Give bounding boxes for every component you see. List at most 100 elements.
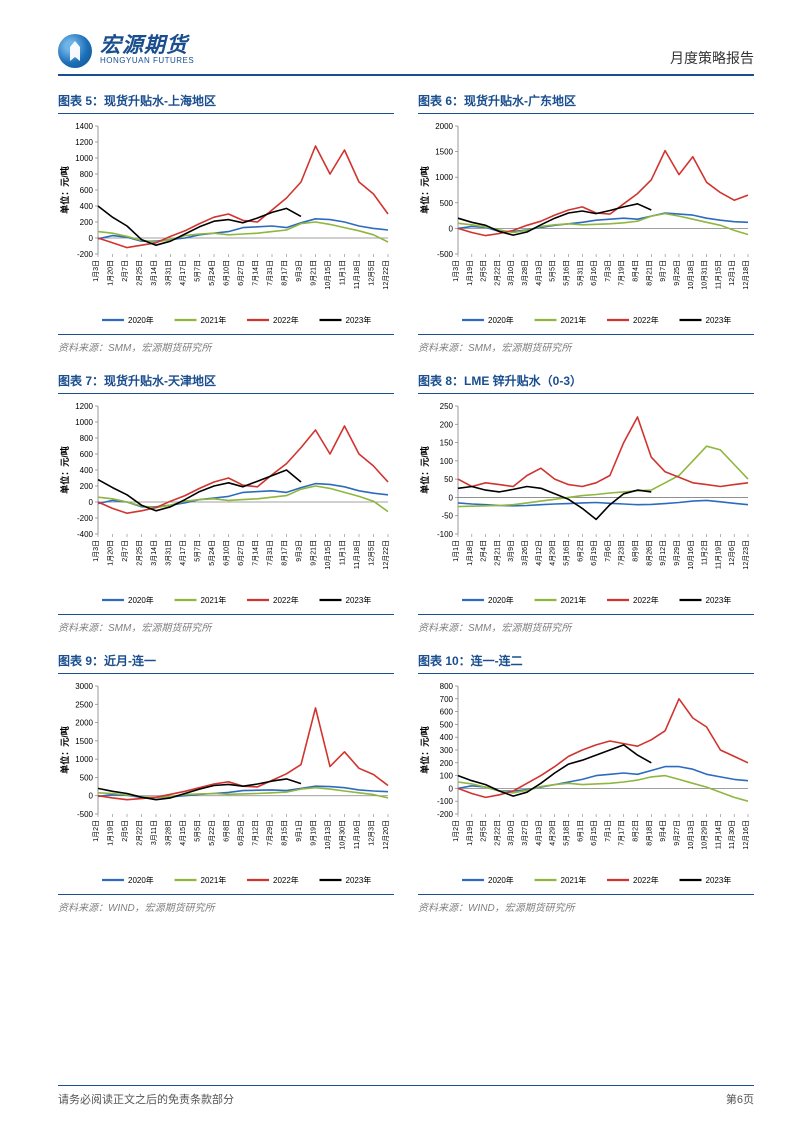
- svg-text:1400: 1400: [75, 122, 93, 131]
- svg-text:5月7日: 5月7日: [194, 260, 202, 282]
- svg-text:2月4日: 2月4日: [480, 540, 488, 562]
- svg-text:3月31日: 3月31日: [165, 260, 173, 286]
- svg-text:100: 100: [440, 457, 454, 466]
- svg-text:4月15日: 4月15日: [179, 820, 187, 846]
- svg-text:3月26日: 3月26日: [521, 540, 529, 566]
- svg-text:600: 600: [80, 450, 94, 459]
- svg-text:8月9日: 8月9日: [632, 540, 640, 562]
- svg-text:10月15日: 10月15日: [324, 540, 332, 570]
- svg-text:500: 500: [440, 199, 454, 208]
- svg-text:6月1日: 6月1日: [576, 820, 584, 842]
- svg-text:1月3日: 1月3日: [92, 260, 100, 282]
- page-footer: 请务必阅读正文之后的免责条款部分 第6页: [58, 1085, 754, 1107]
- svg-text:-100: -100: [437, 797, 454, 806]
- svg-text:3月10日: 3月10日: [507, 820, 515, 846]
- svg-text:500: 500: [440, 720, 454, 729]
- svg-text:7月31日: 7月31日: [266, 260, 274, 286]
- svg-text:8月4日: 8月4日: [632, 260, 640, 282]
- svg-text:单位：元/吨: 单位：元/吨: [419, 726, 430, 774]
- svg-text:12月20日: 12月20日: [382, 820, 390, 850]
- svg-text:2020年: 2020年: [488, 875, 514, 885]
- svg-text:2022年: 2022年: [633, 595, 659, 605]
- svg-text:4月12日: 4月12日: [535, 540, 543, 566]
- svg-text:2022年: 2022年: [273, 315, 299, 325]
- svg-text:6月2日: 6月2日: [576, 540, 584, 562]
- svg-text:2月25日: 2月25日: [136, 540, 144, 566]
- svg-text:4月13日: 4月13日: [535, 260, 543, 286]
- chart-panel-7: 图表 7：现货升贴水-天津地区 -400-2000200400600800100…: [58, 372, 394, 642]
- svg-text:11月1日: 11月1日: [339, 540, 347, 565]
- svg-text:5月16日: 5月16日: [562, 540, 570, 566]
- svg-text:3月11日: 3月11日: [150, 820, 158, 845]
- svg-text:11月19日: 11月19日: [714, 540, 722, 569]
- svg-text:9月19日: 9月19日: [310, 820, 318, 846]
- svg-text:3月27日: 3月27日: [521, 820, 529, 846]
- svg-text:单位：元/吨: 单位：元/吨: [59, 446, 70, 494]
- svg-text:2022年: 2022年: [273, 595, 299, 605]
- svg-text:10月31日: 10月31日: [701, 260, 709, 290]
- svg-text:5月24日: 5月24日: [208, 540, 216, 566]
- svg-text:1月3日: 1月3日: [92, 540, 100, 562]
- svg-text:5月5日: 5月5日: [549, 260, 557, 282]
- svg-text:6月15日: 6月15日: [590, 820, 598, 846]
- svg-text:7月14日: 7月14日: [252, 540, 260, 566]
- svg-text:10月13日: 10月13日: [687, 820, 695, 850]
- svg-text:2021年: 2021年: [201, 595, 227, 605]
- svg-text:1月2日: 1月2日: [92, 820, 100, 842]
- svg-text:9月4日: 9月4日: [659, 820, 667, 842]
- svg-text:10月13日: 10月13日: [324, 820, 332, 850]
- svg-text:400: 400: [80, 466, 94, 475]
- svg-text:-500: -500: [77, 810, 94, 819]
- svg-text:2023年: 2023年: [706, 315, 732, 325]
- svg-text:5月18日: 5月18日: [562, 820, 570, 846]
- page-header: 宏源期货 HONGYUAN FUTURES 月度策略报告: [58, 34, 754, 76]
- svg-text:-200: -200: [437, 810, 454, 819]
- svg-text:2月7日: 2月7日: [121, 260, 129, 282]
- svg-text:3月10日: 3月10日: [507, 260, 515, 286]
- footer-disclaimer: 请务必阅读正文之后的免责条款部分: [58, 1091, 234, 1107]
- chart-title: 图表 10：连一-连二: [418, 652, 754, 674]
- svg-text:12月5日: 12月5日: [368, 260, 376, 286]
- svg-text:0: 0: [89, 792, 94, 801]
- svg-text:-200: -200: [77, 250, 94, 259]
- svg-text:1000: 1000: [435, 173, 453, 182]
- chart-source: 资料来源：SMM，宏源期货研究所: [418, 614, 754, 642]
- svg-text:8月17日: 8月17日: [281, 260, 289, 286]
- logo: 宏源期货 HONGYUAN FUTURES: [58, 34, 194, 68]
- svg-text:100: 100: [440, 772, 454, 781]
- svg-text:8月18日: 8月18日: [645, 820, 653, 846]
- svg-text:800: 800: [440, 682, 454, 691]
- chart-source: 资料来源：SMM，宏源期货研究所: [58, 334, 394, 362]
- svg-text:11月30日: 11月30日: [728, 820, 736, 849]
- chart-title: 图表 5：现货升贴水-上海地区: [58, 92, 394, 114]
- svg-text:1月2日: 1月2日: [452, 820, 460, 842]
- svg-text:12月23日: 12月23日: [742, 540, 750, 570]
- footer-page-number: 第6页: [726, 1091, 754, 1107]
- svg-text:400: 400: [440, 733, 454, 742]
- svg-text:4月29日: 4月29日: [549, 820, 557, 846]
- svg-text:0: 0: [449, 784, 454, 793]
- chart-source: 资料来源：WIND，宏源期货研究所: [58, 894, 394, 922]
- svg-text:3月9日: 3月9日: [507, 540, 515, 562]
- svg-text:2月5日: 2月5日: [480, 260, 488, 282]
- svg-text:12月16日: 12月16日: [742, 820, 750, 850]
- svg-text:11月15日: 11月15日: [714, 260, 722, 289]
- svg-text:-100: -100: [437, 530, 454, 539]
- svg-text:600: 600: [440, 708, 454, 717]
- svg-text:2022年: 2022年: [633, 875, 659, 885]
- svg-text:6月25日: 6月25日: [237, 820, 245, 846]
- svg-text:2021年: 2021年: [201, 315, 227, 325]
- svg-text:0: 0: [449, 224, 454, 233]
- svg-text:200: 200: [440, 759, 454, 768]
- svg-text:2021年: 2021年: [201, 875, 227, 885]
- svg-text:6月10日: 6月10日: [223, 540, 231, 566]
- chart-c9: -500050010001500200025003000单位：元/吨1月2日1月…: [58, 678, 394, 892]
- chart-c10: -200-1000100200300400500600700800单位：元/吨1…: [418, 678, 754, 892]
- chart-source: 资料来源：SMM，宏源期货研究所: [418, 334, 754, 362]
- svg-text:400: 400: [80, 202, 94, 211]
- chart-title: 图表 7：现货升贴水-天津地区: [58, 372, 394, 394]
- svg-text:11月16日: 11月16日: [353, 820, 361, 849]
- svg-text:9月7日: 9月7日: [659, 260, 667, 282]
- svg-text:9月3日: 9月3日: [295, 260, 303, 282]
- svg-text:3月28日: 3月28日: [521, 260, 529, 286]
